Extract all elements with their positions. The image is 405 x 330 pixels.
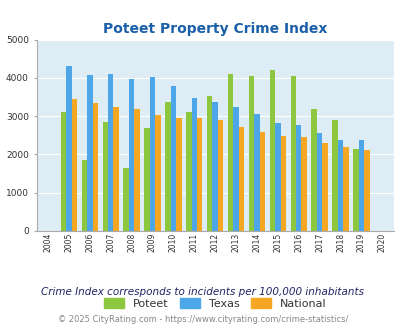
- Title: Poteet Property Crime Index: Poteet Property Crime Index: [103, 22, 326, 36]
- Bar: [185, 112, 191, 231]
- Bar: [248, 76, 254, 231]
- Bar: [212, 102, 217, 231]
- Bar: [113, 107, 119, 231]
- Bar: [311, 109, 316, 231]
- Bar: [155, 115, 160, 231]
- Bar: [102, 122, 108, 231]
- Bar: [259, 132, 264, 231]
- Bar: [280, 136, 285, 231]
- Bar: [217, 120, 223, 231]
- Bar: [358, 140, 363, 231]
- Bar: [295, 125, 301, 231]
- Bar: [144, 128, 149, 231]
- Bar: [316, 133, 322, 231]
- Bar: [290, 76, 295, 231]
- Bar: [71, 99, 77, 231]
- Bar: [170, 85, 176, 231]
- Bar: [269, 70, 275, 231]
- Bar: [207, 96, 212, 231]
- Bar: [337, 140, 342, 231]
- Bar: [352, 149, 358, 231]
- Bar: [123, 168, 128, 231]
- Bar: [254, 114, 259, 231]
- Bar: [233, 107, 238, 231]
- Bar: [134, 109, 139, 231]
- Bar: [196, 118, 202, 231]
- Bar: [176, 118, 181, 231]
- Bar: [301, 137, 306, 231]
- Bar: [238, 127, 244, 231]
- Bar: [332, 120, 337, 231]
- Bar: [81, 160, 87, 231]
- Bar: [61, 112, 66, 231]
- Bar: [165, 102, 170, 231]
- Bar: [322, 143, 327, 231]
- Bar: [92, 103, 98, 231]
- Bar: [87, 75, 92, 231]
- Text: © 2025 CityRating.com - https://www.cityrating.com/crime-statistics/: © 2025 CityRating.com - https://www.city…: [58, 315, 347, 324]
- Bar: [227, 74, 233, 231]
- Bar: [363, 150, 369, 231]
- Legend: Poteet, Texas, National: Poteet, Texas, National: [104, 298, 325, 309]
- Text: Crime Index corresponds to incidents per 100,000 inhabitants: Crime Index corresponds to incidents per…: [41, 287, 364, 297]
- Bar: [108, 74, 113, 231]
- Bar: [66, 66, 71, 231]
- Bar: [191, 98, 196, 231]
- Bar: [275, 123, 280, 231]
- Bar: [149, 77, 155, 231]
- Bar: [128, 79, 134, 231]
- Bar: [342, 147, 348, 231]
